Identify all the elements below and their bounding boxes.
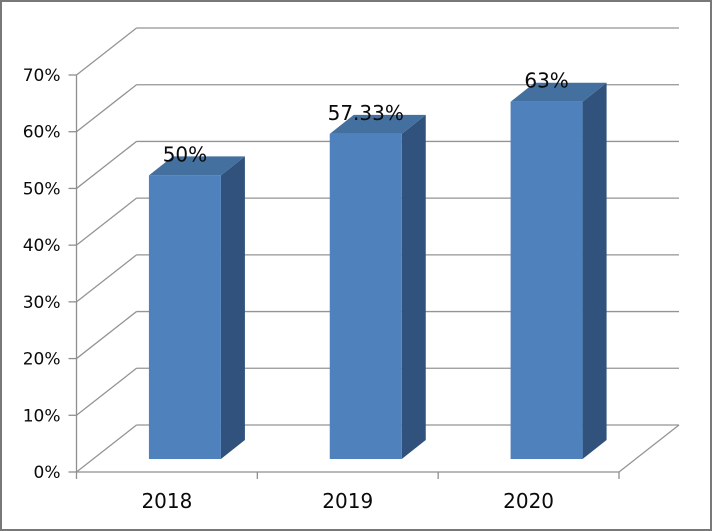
gridline-depth-connector xyxy=(76,140,137,189)
bar-front-face-2019 xyxy=(329,133,402,459)
bar-top-face-2019 xyxy=(329,114,426,134)
bar-side-face-2018 xyxy=(220,156,245,459)
category-axis-label: 2018 xyxy=(141,489,192,513)
y-axis-tick-label: 30% xyxy=(23,293,61,313)
bar-front-face-2018 xyxy=(148,175,221,459)
category-axis-label: 2019 xyxy=(322,489,373,513)
bar-top-face-2020 xyxy=(510,82,607,102)
gridline-depth-connector xyxy=(76,311,137,360)
y-axis-tick-label: 0% xyxy=(34,463,61,483)
y-axis-tick-label: 10% xyxy=(23,406,61,426)
gridline-depth-connector xyxy=(76,84,137,133)
y-axis-tick-label: 50% xyxy=(23,179,61,199)
bar-side-face-2019 xyxy=(401,114,426,460)
y-axis-tick-label: 40% xyxy=(23,236,61,256)
bar-top-face-2018 xyxy=(148,156,245,176)
gridline-depth-connector xyxy=(76,367,137,416)
y-axis-tick-label: 20% xyxy=(23,350,61,370)
bar-data-label-2019: 57.33% xyxy=(328,101,404,125)
bar-front-face-2020 xyxy=(510,101,583,459)
gridline-depth-connector xyxy=(76,254,137,303)
bar-data-label-2018: 50% xyxy=(163,142,207,166)
gridline-depth-connector xyxy=(76,424,137,473)
y-axis-tick-label: 70% xyxy=(23,66,61,86)
y-axis-tick-label: 60% xyxy=(23,123,61,143)
bar-data-label-2020: 63% xyxy=(524,69,568,93)
gridline-depth-connector xyxy=(76,197,137,246)
bar-side-face-2020 xyxy=(582,82,607,459)
gridline-depth-connector xyxy=(76,27,137,76)
category-axis-label: 2020 xyxy=(503,489,554,513)
floor-right-edge xyxy=(618,424,680,473)
